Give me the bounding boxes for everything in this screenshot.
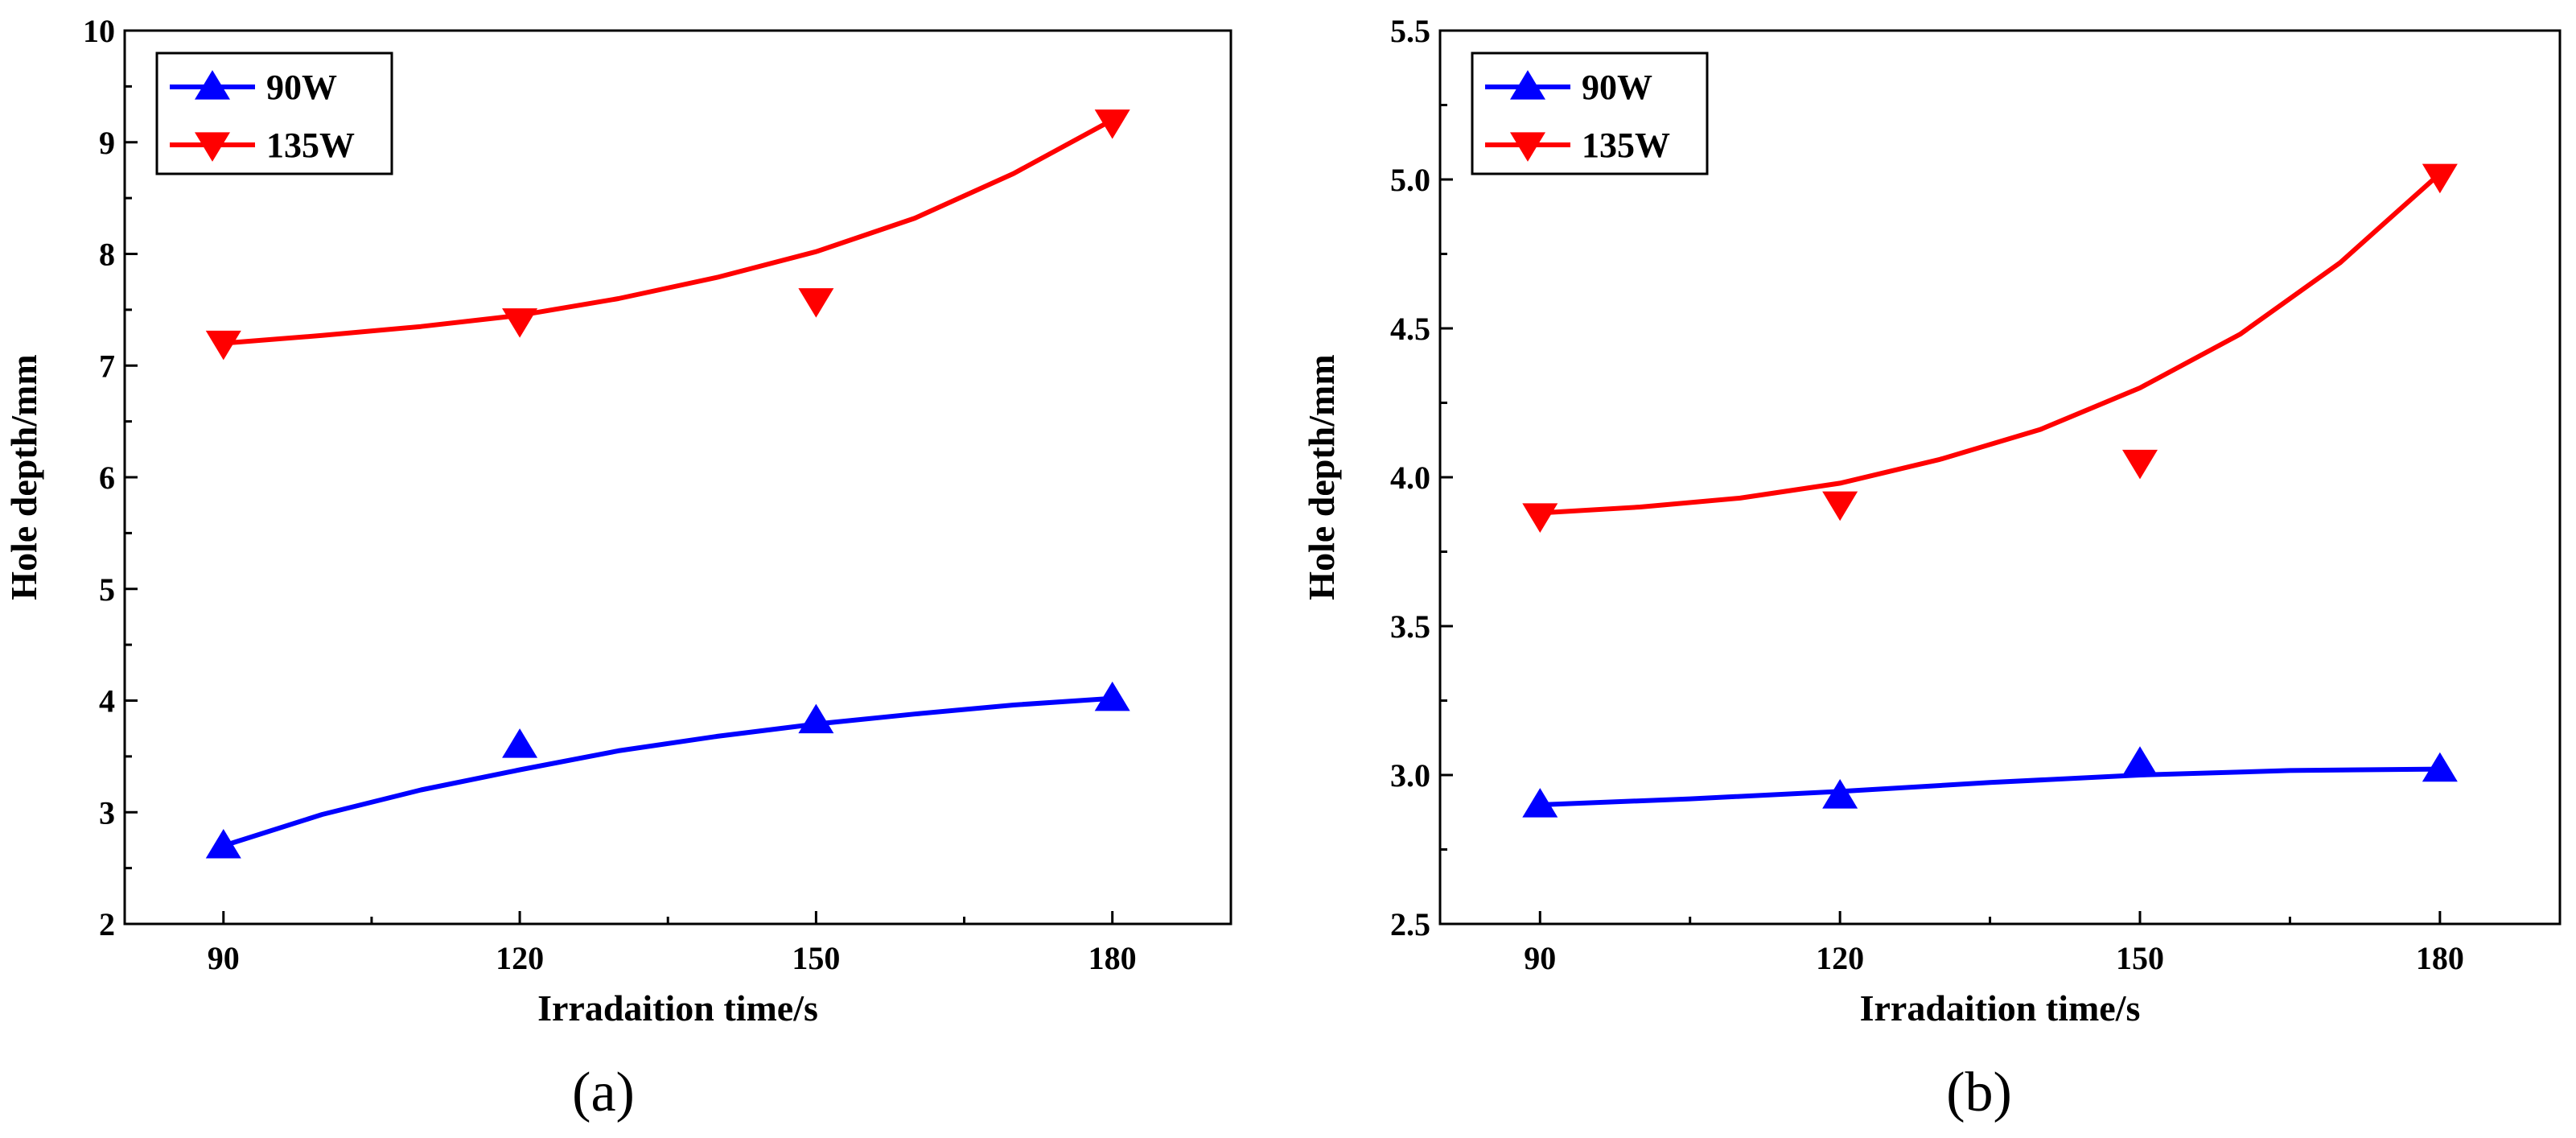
data-point-135w	[798, 288, 834, 318]
legend-label-90w: 90W	[266, 68, 337, 107]
x-tick-label: 90	[208, 940, 240, 976]
panel-label: (b)	[1946, 1062, 2012, 1124]
data-point-90w	[1822, 779, 1858, 809]
y-tick-label: 5	[99, 571, 115, 608]
y-tick-label: 4	[99, 683, 115, 719]
y-tick-label: 3.0	[1390, 757, 1430, 794]
x-axis-ticks: 90 120 150 180	[208, 911, 1137, 976]
legend-items	[170, 70, 255, 162]
legend-marker-90w	[195, 70, 230, 100]
data-point-135w	[2122, 449, 2158, 480]
chart-panel-a: 2 3 4 5 6 7 8 9 10 90 120 150 180 90W 135W Irradait…	[3, 13, 1232, 1124]
x-axis-title: Irradaition time/s	[537, 988, 818, 1029]
x-tick-label: 120	[1816, 940, 1864, 976]
series-group	[205, 109, 1130, 859]
legend: 90W 135W	[155, 52, 393, 175]
y-tick-label: 4.0	[1390, 460, 1430, 496]
y-tick-label: 9	[99, 125, 115, 161]
y-tick-label: 6	[99, 460, 115, 496]
legend-label-90w: 90W	[1582, 68, 1652, 107]
fit-curve-90w	[1537, 766, 2442, 807]
x-tick-label: 180	[1088, 940, 1137, 976]
fit-curve-135w	[220, 118, 1115, 346]
y-tick-label: 8	[99, 237, 115, 273]
data-point-135w	[1522, 503, 1558, 533]
fit-curve-135w	[1537, 171, 2442, 516]
data-point-135w	[205, 330, 241, 361]
x-tick-label: 180	[2416, 940, 2464, 976]
x-tick-label: 90	[1524, 940, 1556, 976]
y-tick-label: 4.5	[1390, 311, 1430, 347]
y-axis-title: Hole depth/mm	[3, 354, 44, 600]
data-point-135w	[1822, 491, 1858, 522]
y-tick-label: 7	[99, 348, 115, 384]
panel-label: (a)	[572, 1062, 635, 1124]
x-tick-label: 120	[496, 940, 544, 976]
x-axis-title: Irradaition time/s	[1860, 988, 2141, 1029]
y-tick-label: 2.5	[1390, 906, 1430, 942]
y-tick-label: 3.5	[1390, 608, 1430, 645]
y-axis-ticks: 2.5 3.0 3.5 4.0 4.5 5.0 5.5	[1390, 13, 1453, 942]
fit-curve-90w	[220, 695, 1115, 848]
legend-box	[1471, 52, 1709, 175]
legend-label-135w: 135W	[266, 126, 355, 165]
legend-marker-135w	[195, 132, 230, 162]
data-point-135w	[2422, 163, 2458, 194]
series-group	[1522, 163, 2458, 818]
data-point-90w	[2422, 752, 2458, 782]
y-tick-label: 3	[99, 794, 115, 831]
legend-label-135w: 135W	[1582, 126, 1670, 165]
y-axis-title: Hole depth/mm	[1301, 354, 1342, 600]
x-tick-label: 150	[792, 940, 840, 976]
legend-items	[1485, 70, 1570, 162]
data-point-90w	[2122, 746, 2158, 776]
legend: 90W 135W	[1471, 52, 1709, 175]
data-point-90w	[798, 703, 834, 734]
y-tick-label: 10	[83, 13, 115, 49]
y-tick-label: 2	[99, 906, 115, 942]
data-point-90w	[1094, 681, 1130, 711]
y-axis-ticks: 2 3 4 5 6 7 8 9 10	[83, 13, 138, 942]
x-axis-ticks: 90 120 150 180	[1524, 911, 2464, 976]
legend-marker-135w	[1510, 132, 1545, 162]
data-point-90w	[502, 728, 538, 758]
legend-marker-90w	[1510, 70, 1545, 100]
chart-panel-b: 2.5 3.0 3.5 4.0 4.5 5.0 5.5 90 120 150 180 90W 13…	[1301, 13, 2562, 1124]
data-point-135w	[502, 308, 538, 338]
legend-box	[155, 52, 393, 175]
data-point-90w	[1522, 788, 1558, 818]
y-tick-label: 5.5	[1390, 13, 1430, 49]
y-tick-label: 5.0	[1390, 162, 1430, 198]
data-point-135w	[1094, 109, 1130, 139]
data-point-90w	[205, 828, 241, 859]
x-tick-label: 150	[2116, 940, 2164, 976]
